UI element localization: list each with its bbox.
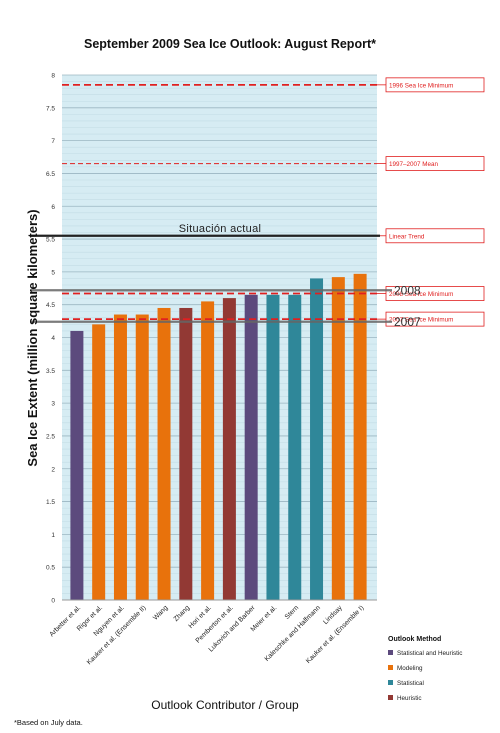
legend-entry-label: Heuristic [397,695,422,702]
y-tick-label: 3.5 [46,368,55,375]
overlay-lines: Situación actual 2008 2007 [30,223,421,329]
legend-entry-label: Modeling [397,665,423,672]
x-category-label: Zhang [173,604,192,623]
reference-label: 1996 Sea Ice Minimum [389,82,453,89]
bar [222,298,236,600]
bar [179,307,193,600]
y-tick-label: 5.5 [46,237,55,244]
legend-swatch [388,680,393,685]
y-tick-label: 0 [51,598,55,605]
reference-label-box [385,77,485,93]
y-tick-label: 1 [51,532,55,539]
reference-lines: 1996 Sea Ice Minimum 1997–2007 Mean Linear… [62,77,485,327]
legend-swatch [388,665,393,670]
y-tick-label: 4 [51,335,55,342]
x-category-label: Arbetter et al. [48,604,82,638]
bar [135,314,149,600]
y-tick-label: 8 [51,73,55,80]
bar [288,294,302,600]
grid-lines [62,74,377,601]
legend-title: Outlook Method [388,636,441,643]
bar [331,277,345,600]
reference-label-box [385,286,485,301]
overlay-label: Situación actual [179,223,261,235]
bar [70,330,84,600]
x-category-label: Wang [152,604,169,621]
reference-label: Linear Trend [389,233,425,240]
reference-label: 2007 Sea Ice Minimum [389,317,453,324]
bar [92,324,106,600]
footnote: *Based on July data. [14,718,83,727]
reference-label: 1997–2007 Mean [389,161,439,168]
y-tick-label: 6.5 [46,171,55,178]
chart-title: September 2009 Sea Ice Outlook: August R… [84,37,376,51]
overlay-label: 2007 [394,315,421,329]
reference-label: 2008 Sea Ice Minimum [389,291,453,298]
y-tick-label: 7 [51,138,55,145]
bar [157,307,171,600]
y-tick-label: 0.5 [46,565,55,572]
x-axis-label: Outlook Contributor / Group [151,698,299,712]
overlay-label: 2008 [394,283,421,297]
y-tick-label: 7.5 [46,105,55,112]
legend-swatch [388,650,393,655]
bar [266,294,280,600]
y-tick-label: 2.5 [46,433,55,440]
y-tick-label: 3 [51,401,55,408]
x-category-label: Lindsay [322,604,344,626]
x-category-label: Stern [284,604,301,621]
bars [70,273,367,600]
y-tick-label: 4.5 [46,302,55,309]
reference-label-box [385,228,485,244]
bar [201,301,215,600]
y-tick-label: 2 [51,466,55,473]
y-tick-labels: 0 0.5 1 1.5 2 2.5 3 3.5 4 4.5 5 5.5 6 6.5 7 7.5 8 [46,73,55,605]
bar [113,314,127,600]
reference-label-box [385,156,485,171]
legend-swatch [388,695,393,700]
bar [310,278,324,600]
y-axis-label: Sea Ice Extent (million square kilometer… [25,209,40,466]
x-category-label: Pemberton et al. [195,604,235,644]
x-category-labels: Arbetter et al.Rigor et al.Nguyen et al.… [48,604,365,666]
y-tick-label: 5 [51,269,55,276]
legend-entry-label: Statistical and Heuristic [397,650,462,657]
legend: Outlook Method Statistical and Heuristic… [388,636,462,702]
y-tick-label: 1.5 [46,499,55,506]
legend-entry-label: Statistical [397,680,424,687]
bar [244,294,258,600]
y-tick-label: 6 [51,204,55,211]
reference-label-box [385,311,485,327]
bar [353,273,367,600]
